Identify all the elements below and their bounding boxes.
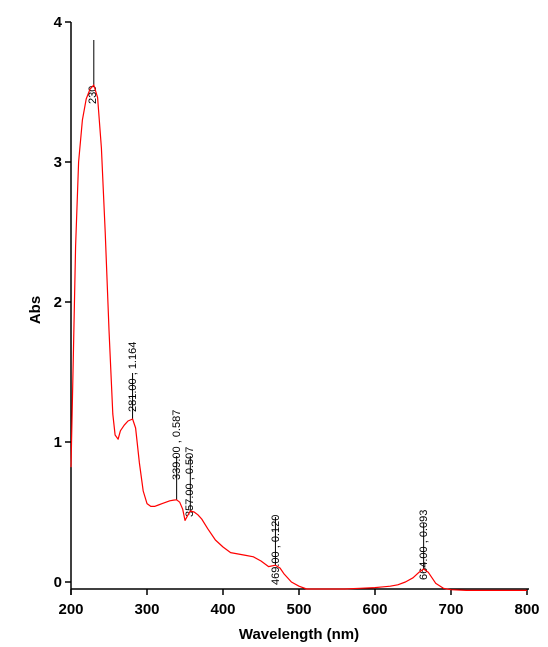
y-tick-label: 1 (54, 434, 62, 451)
absorbance-series-line (70, 84, 527, 592)
y-axis-label: Abs (27, 296, 44, 324)
peak-label: 469.00 , 0.120 (270, 515, 282, 585)
x-axis-label: Wavelength (nm) (239, 626, 359, 642)
series-layer (70, 84, 527, 592)
y-tick-label: 4 (54, 14, 63, 31)
peak-label: 281.00 , 1.164 (127, 342, 139, 412)
x-tick-label: 800 (514, 601, 539, 618)
x-tick-label: 300 (134, 601, 159, 618)
x-tick-label: 200 (58, 601, 83, 618)
axes: 0 1 2 3 4 200 300 400 500 600 700 800 (54, 14, 540, 618)
x-tick-label: 500 (286, 601, 311, 618)
x-tick-label: 700 (438, 601, 463, 618)
peak-label: 664.00 , 0.093 (418, 510, 430, 580)
x-tick-label: 400 (210, 601, 235, 618)
y-tick-label: 0 (54, 574, 62, 591)
peak-label: 357.00 , 0.507 (184, 447, 196, 517)
y-tick-label: 2 (54, 294, 62, 311)
y-tick-label: 3 (54, 154, 62, 171)
x-tick-label: 600 (362, 601, 387, 618)
peak-label: 339.00 , 0.587 (171, 410, 183, 480)
